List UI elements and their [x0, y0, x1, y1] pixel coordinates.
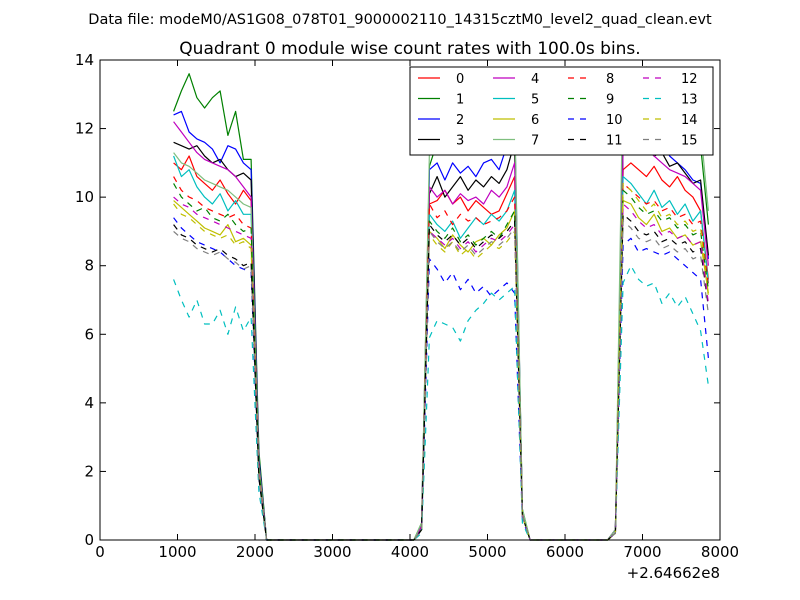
legend-label-14: 14: [681, 113, 698, 128]
x-axis: 0 1000 2000 3000 4000 5000 6000 7000 8000: [95, 60, 739, 561]
x-tick-label: 5000: [468, 543, 506, 561]
legend-label-11: 11: [606, 134, 623, 149]
chart-suptitle: Data file: modeM0/AS1G08_078T01_90000021…: [88, 12, 712, 28]
legend-label-4: 4: [531, 72, 539, 87]
y-tick-label: 10: [75, 188, 94, 206]
x-tick-label: 6000: [546, 543, 584, 561]
x-offset-label: +2.64662e8: [627, 564, 720, 582]
legend-label-12: 12: [681, 72, 698, 87]
legend-label-5: 5: [531, 93, 539, 108]
y-tick-label: 14: [75, 51, 94, 69]
x-tick-label: 0: [95, 543, 105, 561]
x-tick-label: 2000: [236, 543, 274, 561]
legend-label-15: 15: [681, 134, 698, 149]
legend-label-8: 8: [606, 72, 614, 87]
x-tick-label: 1000: [158, 543, 196, 561]
y-tick-label: 2: [84, 462, 94, 480]
legend-label-9: 9: [606, 93, 614, 108]
x-tick-label: 8000: [701, 543, 739, 561]
legend-label-13: 13: [681, 93, 698, 108]
series-line-15: [173, 220, 709, 541]
legend-label-7: 7: [531, 134, 539, 149]
y-tick-label: 8: [84, 257, 94, 275]
legend-label-1: 1: [456, 93, 464, 108]
y-tick-label: 4: [84, 394, 94, 412]
legend-label-10: 10: [606, 113, 623, 128]
legend-label-0: 0: [456, 72, 464, 87]
y-tick-label: 0: [84, 531, 94, 549]
chart-title: Quadrant 0 module wise count rates with …: [179, 39, 640, 59]
series-line-14: [173, 182, 709, 541]
legend-label-2: 2: [456, 113, 464, 128]
legend-box: [409, 66, 714, 156]
y-tick-label: 12: [75, 120, 94, 138]
y-tick-label: 6: [84, 325, 94, 343]
x-tick-label: 7000: [623, 543, 661, 561]
x-tick-label: 4000: [391, 543, 429, 561]
legend-label-3: 3: [456, 134, 464, 149]
x-tick-label: 3000: [313, 543, 351, 561]
legend-label-6: 6: [531, 113, 539, 128]
